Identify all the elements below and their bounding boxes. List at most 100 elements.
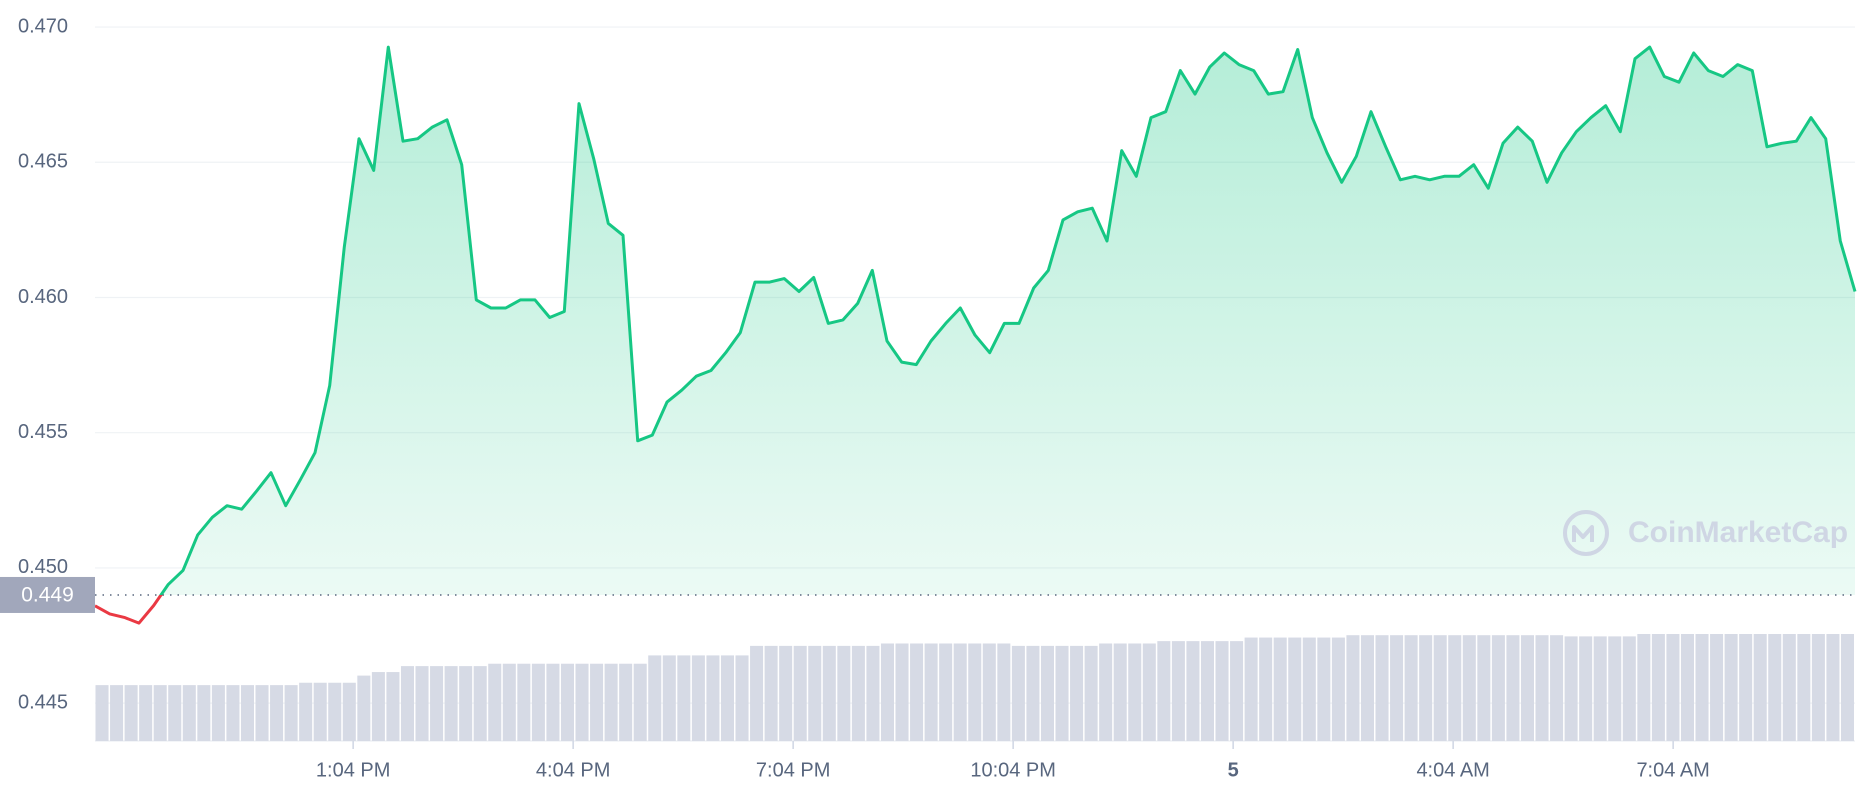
volume-bar — [1200, 641, 1214, 741]
volume-bar — [1724, 634, 1738, 741]
volume-bar — [168, 685, 182, 741]
price-line — [94, 45, 1857, 625]
volume-bar — [1390, 635, 1404, 741]
volume-bar — [1477, 635, 1491, 741]
volume-bar — [1433, 635, 1447, 741]
volume-bar — [793, 645, 807, 741]
volume-bar — [1375, 635, 1389, 741]
volume-bar — [851, 645, 865, 741]
volume-bar — [1506, 635, 1520, 741]
volume-bar — [910, 643, 924, 741]
volume-bar — [182, 685, 196, 741]
logo-mark — [1572, 525, 1594, 542]
x-tick-label: 4:04 AM — [1416, 759, 1489, 781]
volume-bar — [1637, 634, 1651, 741]
volume-bar — [1317, 637, 1331, 741]
volume-bar — [880, 643, 894, 741]
volume-bar — [953, 643, 967, 741]
volume-bar — [531, 663, 545, 741]
volume-bar — [1666, 634, 1680, 741]
volume-bar — [968, 643, 982, 741]
volume-bar — [328, 682, 342, 741]
watermark: CoinMarketCap — [1563, 510, 1848, 556]
volume-bar — [1128, 643, 1142, 741]
volume-bar — [313, 682, 327, 741]
volume-bar — [211, 685, 225, 741]
volume-bar — [1579, 636, 1593, 741]
y-tick-label: 0.470 — [18, 15, 68, 37]
axis-labels: 0.445 0.450 0.455 0.460 0.465 0.470 1:04 PM 4:0… — [18, 15, 1710, 781]
volume-bar — [1520, 635, 1534, 741]
x-tick-label: 5 — [1228, 759, 1239, 781]
volume-bar — [95, 685, 109, 741]
volume-bar — [735, 655, 749, 741]
volume-bar — [779, 645, 793, 741]
y-tick-label: 0.460 — [18, 286, 68, 308]
volume-bar — [197, 685, 211, 741]
volume-bar — [1608, 636, 1622, 741]
price-area — [160, 47, 1855, 595]
volume-bar — [764, 645, 778, 741]
volume-bar — [459, 666, 473, 741]
logo — [1563, 510, 1609, 556]
volume-bar — [1535, 635, 1549, 741]
volume-bar — [124, 685, 138, 741]
volume-bar — [1753, 634, 1767, 741]
volume-bar — [1360, 635, 1374, 741]
volume-bar — [1593, 636, 1607, 741]
volume-bar — [1550, 635, 1564, 741]
volume-bar — [1099, 643, 1113, 741]
x-tick-label: 4:04 PM — [536, 759, 610, 781]
volume-bar — [1564, 636, 1578, 741]
volume-bar — [750, 645, 764, 741]
volume-bar — [400, 666, 414, 741]
volume-bar — [822, 645, 836, 741]
volume-bar — [1215, 641, 1229, 741]
y-tick-label: 0.445 — [18, 691, 68, 713]
volume-bar — [371, 672, 385, 741]
volume-bar — [488, 663, 502, 741]
volume-bar — [1462, 635, 1476, 741]
volume-bar — [1186, 641, 1200, 741]
area — [160, 47, 1855, 595]
volume-bar — [1739, 634, 1753, 741]
volume-bar — [895, 643, 909, 741]
volume-bar — [357, 675, 371, 741]
volume-bar — [502, 663, 516, 741]
reference-label: 0.449 — [21, 584, 74, 607]
x-tick-label: 7:04 PM — [756, 759, 830, 781]
volume-bar — [415, 666, 429, 741]
volume-bar — [342, 682, 356, 741]
volume-bar — [226, 685, 240, 741]
volume-bar — [662, 655, 676, 741]
volume-bar — [1011, 645, 1025, 741]
volume-bar — [1302, 637, 1316, 741]
volume-bar — [1622, 636, 1636, 741]
volume-bar — [1171, 641, 1185, 741]
volume-bars — [95, 634, 1854, 741]
volume-bar — [1782, 634, 1796, 741]
volume-bar — [517, 663, 531, 741]
volume-bar — [677, 655, 691, 741]
volume-bar — [1259, 637, 1273, 741]
volume-bar — [1710, 634, 1724, 741]
volume-bar — [1026, 645, 1040, 741]
volume-bar — [1157, 641, 1171, 741]
volume-bar — [1331, 637, 1345, 741]
volume-bar — [808, 645, 822, 741]
volume-bar — [691, 655, 705, 741]
volume-bar — [1768, 634, 1782, 741]
volume-bar — [1070, 645, 1084, 741]
volume-bar — [706, 655, 720, 741]
volume-bar — [1244, 637, 1258, 741]
volume-bar — [1491, 635, 1505, 741]
volume-bar — [924, 643, 938, 741]
price-line-up — [159, 45, 1857, 595]
volume-bar — [1040, 645, 1054, 741]
volume-bar — [648, 655, 662, 741]
volume-bar — [1230, 641, 1244, 741]
volume-bar — [1273, 637, 1287, 741]
volume-bar — [444, 666, 458, 741]
